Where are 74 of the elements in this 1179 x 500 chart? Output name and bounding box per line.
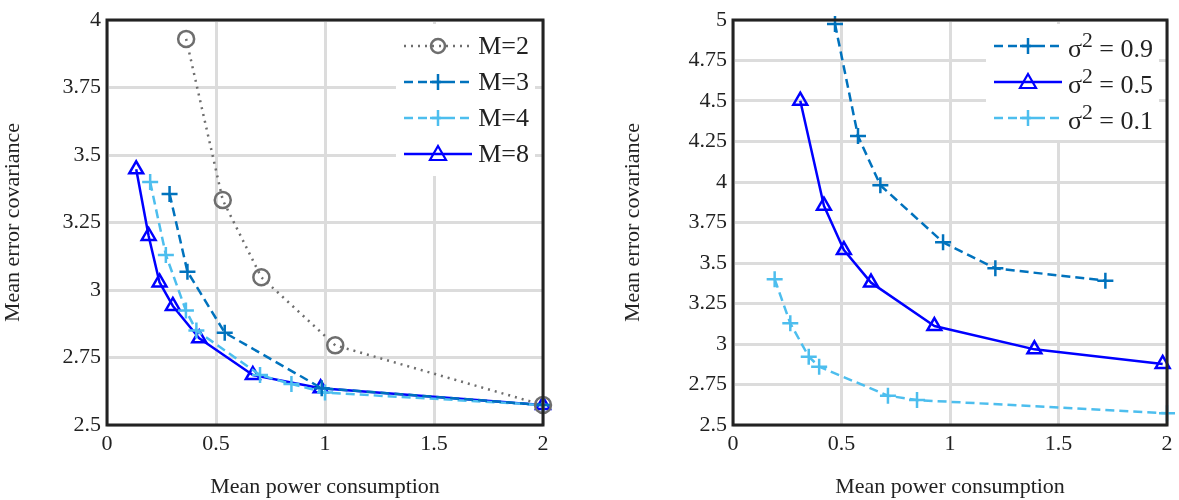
point [140, 172, 160, 192]
point [187, 321, 206, 340]
x-tick-label: 0.5 [202, 429, 230, 455]
legend-label: M=8 [478, 139, 529, 169]
y-axis-title: Mean error covariance [618, 122, 644, 323]
point [825, 14, 845, 34]
point [178, 262, 197, 281]
x-axis-title: Mean power consumption [210, 472, 440, 498]
x-tick-label: 1 [944, 429, 956, 455]
point [933, 233, 953, 252]
y-tick-label: 3.75 [62, 73, 101, 99]
x-tick-label: 1.5 [1044, 429, 1073, 455]
x-tick-label: 0 [101, 429, 113, 455]
y-tick-label: 3.25 [62, 208, 101, 234]
y-tick-label: 4.75 [688, 46, 727, 72]
y-tick-label: 2.5 [73, 410, 101, 436]
point [250, 365, 270, 385]
point [1026, 340, 1043, 355]
point [176, 301, 196, 320]
point [871, 175, 890, 195]
y-tick-label: 2.75 [688, 370, 727, 396]
legend-label: σ$^{2}$ = 0.5 [1067, 64, 1153, 100]
y-axis-title: Mean error covariance [0, 122, 24, 323]
y-tick-label: 4 [90, 5, 101, 31]
x-tick-label: 1.5 [420, 429, 448, 455]
y-tick-label: 4.5 [699, 86, 727, 112]
y-tick-label: 4 [716, 167, 727, 193]
point [151, 273, 168, 288]
x-tick-label: 1 [319, 429, 331, 455]
x-tick-label: 0.5 [827, 429, 856, 455]
y-tick-label: 4.25 [688, 127, 727, 153]
point [878, 386, 898, 405]
legend-label: σ$^{2}$ = 0.9 [1067, 28, 1153, 64]
legend-label: σ$^{2}$ = 0.1 [1067, 100, 1153, 136]
y-tick-label: 3.5 [699, 248, 727, 274]
point [1096, 271, 1115, 290]
y-tick-label: 3.75 [688, 208, 727, 234]
point [312, 379, 331, 398]
point [848, 126, 868, 146]
point [156, 245, 176, 265]
point [926, 316, 943, 332]
y-tick-label: 5 [716, 5, 727, 31]
x-tick-label: 0 [727, 429, 739, 455]
point [781, 314, 800, 333]
y-tick-label: 2.75 [62, 343, 101, 369]
y-tick-label: 3 [90, 275, 101, 301]
point [765, 269, 784, 289]
point [282, 374, 301, 394]
point [140, 226, 157, 242]
legend-label: M=4 [478, 103, 529, 133]
point [128, 160, 145, 175]
point [986, 259, 1005, 278]
y-tick-label: 3 [716, 329, 727, 355]
point [213, 190, 233, 210]
point [252, 268, 271, 287]
point [215, 323, 234, 342]
point [862, 273, 880, 288]
point [160, 184, 179, 204]
x-tick-label: 2 [1161, 429, 1173, 455]
point [1154, 354, 1171, 370]
legend-label: M=2 [478, 31, 529, 61]
y-tick-label: 3.5 [73, 140, 101, 166]
point [164, 296, 182, 312]
y-tick-label: 3.25 [688, 289, 727, 315]
point [815, 196, 833, 211]
point [907, 390, 927, 410]
point [326, 336, 345, 355]
legend-label: M=3 [478, 67, 529, 97]
point [176, 29, 196, 49]
point [835, 240, 853, 256]
y-tick-label: 2.5 [699, 410, 727, 436]
x-tick-label: 2 [537, 429, 549, 455]
point [792, 91, 809, 106]
x-axis-title: Mean power consumption [835, 472, 1065, 498]
